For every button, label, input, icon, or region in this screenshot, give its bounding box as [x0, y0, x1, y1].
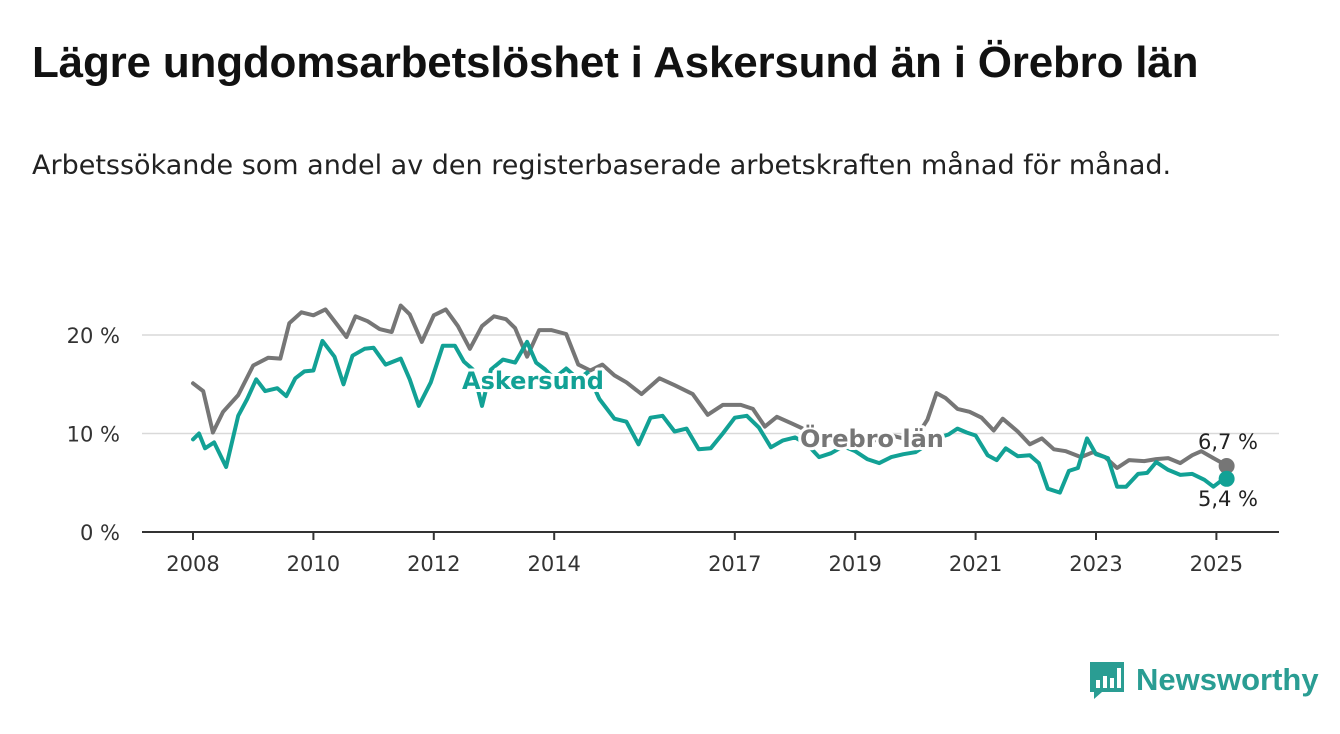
end-label-orebro-lan: 6,7 % [1198, 430, 1258, 454]
end-point-orebro-lan [1218, 458, 1235, 475]
x-tick-label: 2023 [1069, 552, 1122, 576]
x-tick-label: 2019 [828, 552, 881, 576]
x-tick-label: 2008 [166, 552, 219, 576]
end-label-askersund: 5,4 % [1198, 487, 1258, 511]
chart-subtitle: Arbetssökande som andel av den registerb… [32, 150, 1172, 181]
series-line-orebro-lan [191, 303, 1229, 470]
end-point-askersund [1218, 470, 1235, 487]
series-label-orebro-lan: Örebro län [800, 423, 944, 453]
x-tick-label: 2012 [407, 552, 460, 576]
y-tick-label: 20 % [67, 324, 120, 348]
grid-lines [142, 334, 1279, 435]
x-tick-label: 2014 [527, 552, 580, 576]
series-lines [191, 303, 1229, 495]
newsworthy-logo: Newsworthy [1088, 660, 1319, 700]
series-labels: Askersund Örebro län [459, 364, 947, 456]
bar-chart-speech-bubble-icon [1090, 662, 1124, 699]
x-tick-label: 2017 [708, 552, 761, 576]
series-label-askersund: Askersund [462, 367, 604, 395]
x-tick-label: 2021 [949, 552, 1002, 576]
series-line-askersund [191, 338, 1229, 495]
x-axis-labels: 2008 2010 2012 2014 2017 2019 2021 2023 2025 [166, 532, 1243, 576]
chart-title: Lägre ungdomsarbetslöshet i Askersund än… [32, 38, 1199, 87]
y-tick-label: 0 % [80, 521, 120, 545]
x-tick-label: 2010 [287, 552, 340, 576]
brand-name: Newsworthy [1136, 662, 1319, 697]
y-tick-label: 10 % [67, 423, 120, 447]
end-markers: 6,7 % 5,4 % [1198, 430, 1258, 511]
x-tick-label: 2025 [1190, 552, 1243, 576]
y-axis: 0 % 10 % 20 % [67, 324, 120, 545]
